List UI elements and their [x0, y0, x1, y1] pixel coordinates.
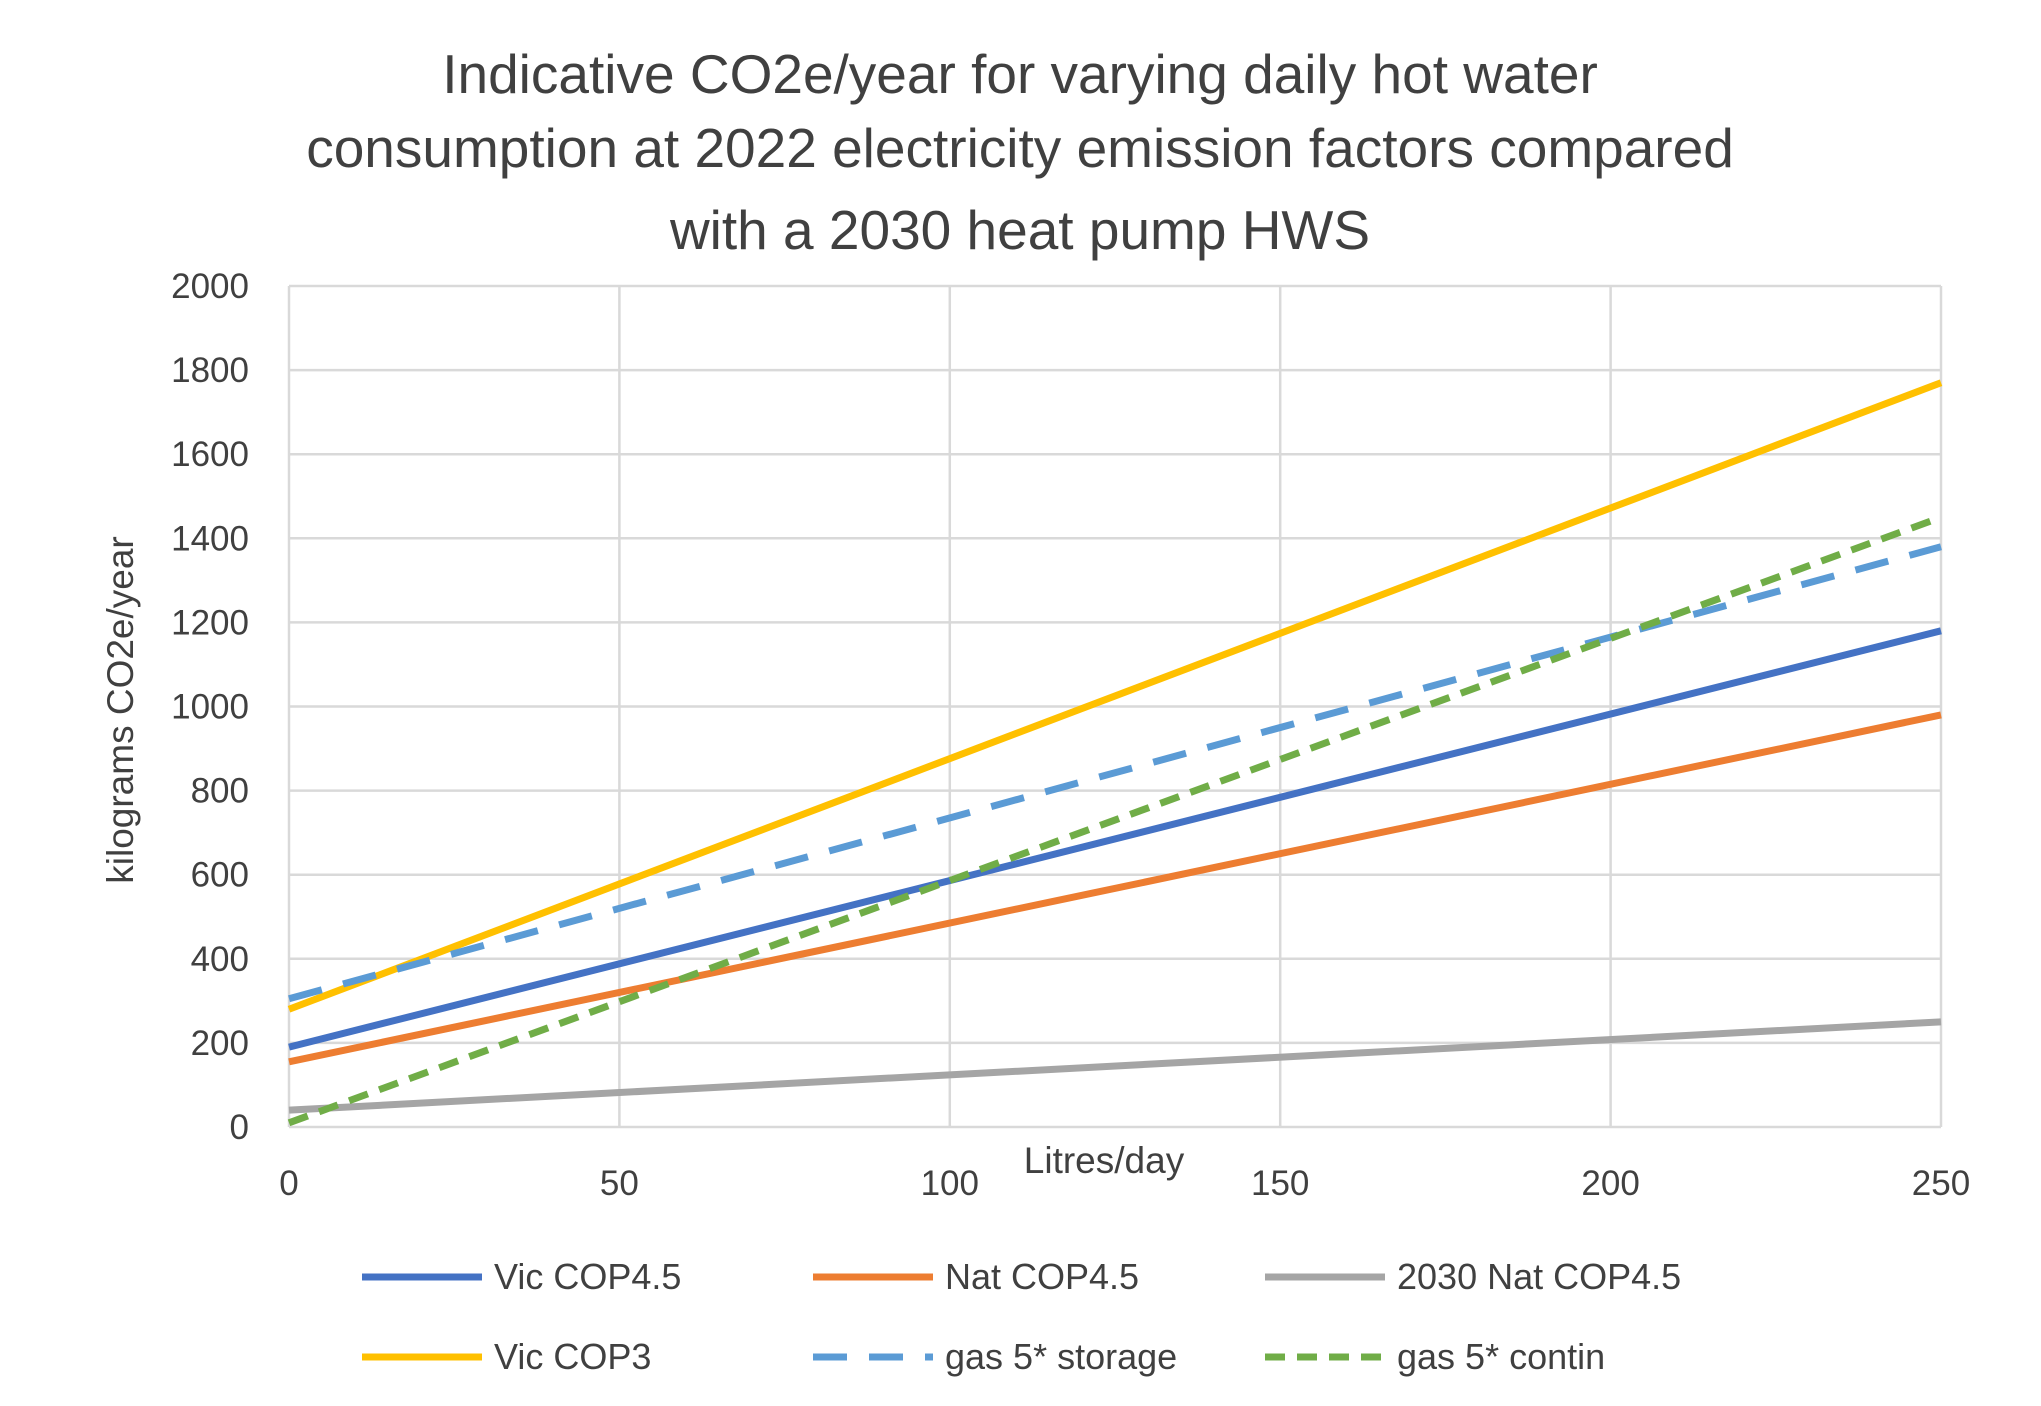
- y-tick-label: 600: [191, 856, 249, 895]
- chart-title-line-1: Indicative CO2e/year for varying daily h…: [442, 43, 1598, 105]
- series-line-gas-5-contin: [287, 513, 1943, 1127]
- x-tick-label: 50: [600, 1164, 639, 1203]
- y-tick-label: 1200: [171, 603, 249, 642]
- y-tick-label: 1800: [171, 351, 249, 390]
- x-tick-label: 100: [921, 1164, 979, 1203]
- series-line-vic-cop3: [287, 379, 1943, 1013]
- y-tick-label: 200: [191, 1024, 249, 1063]
- series-line-gas-5-storage: [288, 543, 1942, 1003]
- series-line-vic-cop4-5: [288, 627, 1942, 1051]
- series-line-2030-nat-cop4-5: [288, 1018, 1942, 1114]
- y-tick-label: 0: [230, 1108, 249, 1147]
- legend: Vic COP4.5 Nat COP4.5 2030 Nat COP4.5 Vic C…: [362, 1256, 1681, 1377]
- y-tick-labels: 0 200 400 600 800 1000 1200 1400 1600 1800 2000: [171, 267, 249, 1147]
- chart-title: Indicative CO2e/year for varying daily h…: [306, 43, 1734, 261]
- legend-label: gas 5* contin: [1397, 1336, 1605, 1377]
- x-axis-label: Litres/day: [1024, 1140, 1185, 1181]
- y-tick-label: 1000: [171, 688, 249, 727]
- x-tick-label: 200: [1581, 1164, 1639, 1203]
- y-tick-label: 2000: [171, 267, 249, 306]
- y-axis-label: kilograms CO2e/year: [100, 536, 141, 884]
- y-tick-label: 400: [191, 940, 249, 979]
- y-tick-label: 1400: [171, 519, 249, 558]
- x-tick-label: 150: [1251, 1164, 1309, 1203]
- chart-title-line-2: consumption at 2022 electricity emission…: [306, 117, 1734, 179]
- x-tick-label: 0: [279, 1164, 298, 1203]
- chart-title-line-3: with a 2030 heat pump HWS: [669, 199, 1370, 261]
- y-tick-label: 1600: [171, 435, 249, 474]
- legend-label: Vic COP3: [494, 1336, 651, 1377]
- x-tick-label: 250: [1912, 1164, 1970, 1203]
- gridlines: [287, 284, 1943, 1129]
- series-line-nat-cop4-5: [288, 711, 1942, 1066]
- legend-label: gas 5* storage: [945, 1336, 1177, 1377]
- x-tick-labels: 0 50 100 150 200 250: [279, 1164, 1970, 1203]
- legend-label: Vic COP4.5: [494, 1256, 681, 1297]
- legend-label: 2030 Nat COP4.5: [1397, 1256, 1681, 1297]
- y-tick-label: 800: [191, 772, 249, 811]
- legend-label: Nat COP4.5: [945, 1256, 1139, 1297]
- series-lines: [287, 379, 1943, 1127]
